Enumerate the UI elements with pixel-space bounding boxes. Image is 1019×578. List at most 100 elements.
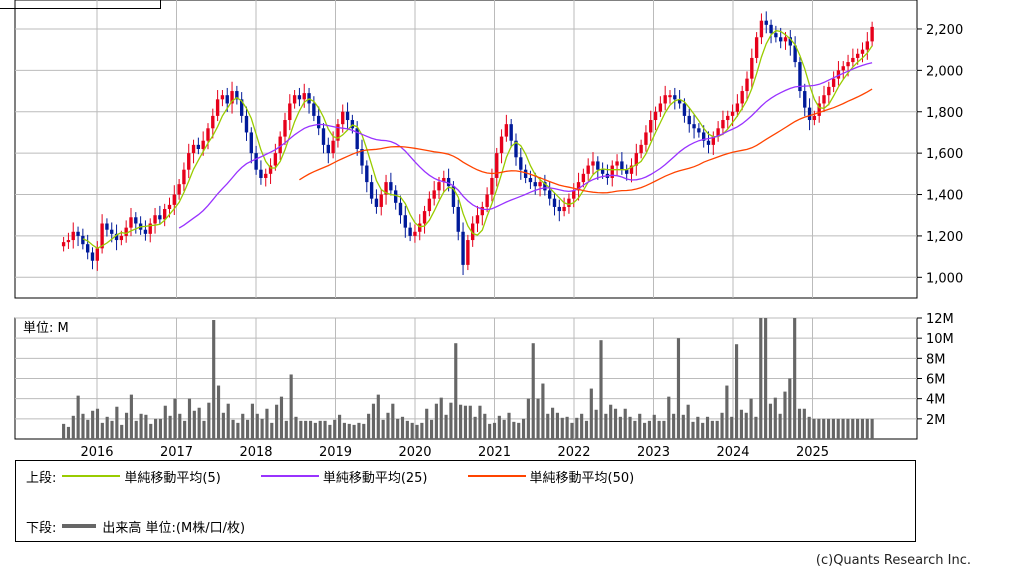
candle-body (557, 206, 561, 212)
candle-body (764, 20, 768, 25)
x-tick-label: 2021 (478, 445, 511, 460)
candle-body (422, 211, 427, 224)
candle-body (692, 124, 696, 129)
volume-bar (376, 394, 380, 439)
volume-bar (802, 408, 806, 439)
candle-body (538, 182, 542, 187)
volume-bar (589, 388, 593, 439)
candle-body (480, 206, 484, 216)
candle-body (663, 95, 667, 104)
candle-body (345, 111, 350, 121)
volume-bar (396, 418, 400, 439)
volume-bar (643, 422, 647, 439)
candle-body (730, 111, 735, 116)
price-tick-label: 1,400 (926, 189, 963, 204)
volume-bar (613, 408, 618, 439)
volume-bar (231, 419, 235, 439)
volume-bar (831, 418, 835, 439)
candle-body (658, 103, 663, 112)
volume-bar (662, 420, 666, 439)
candle-body (312, 103, 316, 116)
candle-body (292, 95, 297, 104)
volume-bar (226, 403, 230, 439)
candle-body (668, 95, 672, 98)
volume-bar (299, 420, 303, 439)
volume-bar (178, 413, 182, 439)
legend-sma25: 単純移動平均(25) (260, 467, 428, 486)
candle-body (384, 182, 388, 195)
candle-body (745, 78, 749, 92)
candle-body (244, 115, 249, 133)
price-tick-label: 1,000 (926, 271, 963, 286)
x-tick-label: 2018 (239, 445, 272, 460)
candle-body (499, 136, 504, 154)
candle-body (716, 128, 720, 137)
candle-body (230, 91, 234, 104)
candle-body (865, 41, 869, 50)
copyright: (c)Quants Research Inc. (815, 553, 971, 568)
volume-bar (279, 396, 284, 439)
candle-body (201, 140, 205, 149)
candle-body (220, 95, 225, 100)
sma-line-25 (178, 62, 873, 229)
legend-volume-label: 出来高 単位:(M株/口/枚) (102, 520, 246, 536)
volume-bar (497, 415, 501, 439)
candle-body (95, 248, 99, 261)
legend-lower-row: 下段: 出来高 単位:(M株/口/枚) (26, 517, 246, 536)
candle-body (673, 95, 677, 100)
volume-panel: 2M 4M 6M 8M 10M 12M 単位: M 2016 2017 2018 2019 2020 2… (14, 312, 954, 460)
volume-bar (681, 414, 685, 439)
volume-bar (841, 418, 845, 439)
volume-bar (870, 418, 874, 439)
candle-body (413, 231, 417, 236)
volume-bar (488, 423, 492, 439)
volume-bar (71, 415, 75, 439)
volume-bar (241, 413, 245, 439)
candle-body (451, 186, 456, 207)
volume-tick-label: 8M (926, 352, 946, 367)
candle-body (158, 215, 162, 220)
volume-bar (463, 405, 468, 439)
volume-bar (759, 318, 763, 439)
volume-bar (609, 404, 613, 439)
volume-bar (420, 422, 424, 439)
candle-body (254, 153, 258, 170)
volume-bar (386, 412, 390, 439)
volume-bar (580, 413, 584, 439)
volume-bar (294, 416, 298, 439)
candle-body (769, 24, 773, 34)
candle-body (114, 233, 119, 241)
volume-bar (720, 412, 724, 439)
price-tick-label: 2,200 (926, 23, 963, 38)
volume-bar (570, 422, 574, 439)
candle-body (721, 120, 725, 129)
candle-body (827, 86, 831, 96)
volume-tick-label: 4M (926, 393, 946, 408)
candle-body (841, 66, 845, 71)
candle-body (239, 99, 244, 116)
volume-bar (449, 402, 453, 439)
top-frame (0, 0, 161, 9)
candle-body (442, 177, 446, 183)
volume-bar (236, 422, 240, 439)
volume-bar (250, 403, 254, 439)
volume-bar (618, 416, 622, 439)
candle-body (403, 215, 407, 228)
volume-bar (134, 420, 138, 439)
volume-bar (492, 422, 497, 439)
volume-bar (197, 407, 201, 439)
candle-body (519, 157, 523, 170)
candle-body (398, 202, 403, 216)
legend-sma25-label: 単純移動平均(25) (322, 470, 428, 486)
volume-bar (425, 408, 429, 439)
volume-bar (565, 416, 569, 439)
volume-bar (705, 416, 710, 439)
candle-body (177, 184, 181, 195)
volume-bar (773, 397, 777, 439)
volume-bar (149, 423, 153, 439)
volume-bar (793, 318, 797, 439)
candle-body (466, 240, 470, 265)
volume-bar (367, 413, 371, 439)
volume-bar (352, 424, 356, 439)
candle-body (153, 215, 157, 224)
